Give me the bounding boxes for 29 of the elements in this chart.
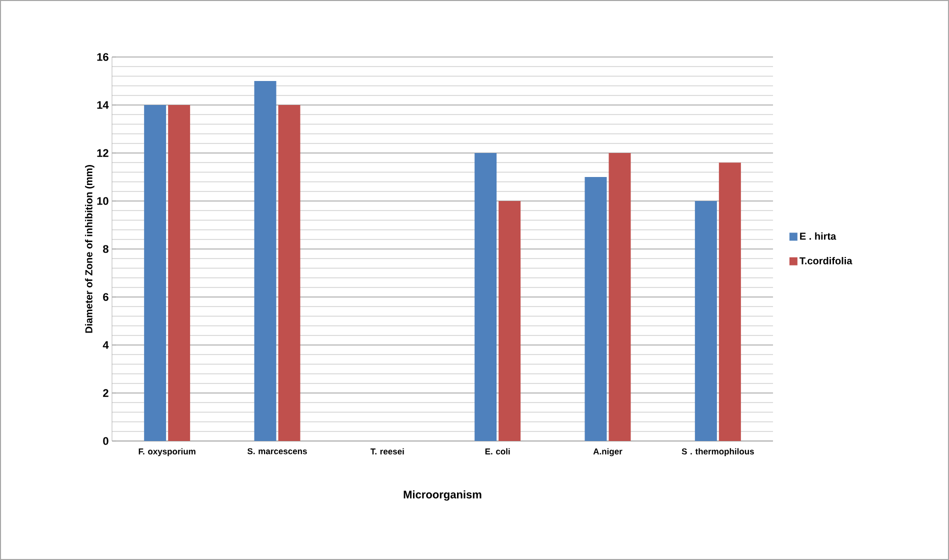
bar (694, 201, 717, 441)
x-tick-label: E. coli (485, 448, 510, 454)
bar (144, 104, 166, 441)
x-axis-title: Microorganism (404, 490, 482, 501)
bar (168, 104, 190, 441)
legend-label: T.cordifolia (800, 257, 852, 264)
x-tick-label: S . thermophilous (682, 448, 754, 456)
legend-label: E . hirta (800, 232, 836, 240)
bar (498, 201, 521, 441)
bar (608, 152, 631, 441)
bar (718, 162, 741, 441)
y-tick-label: 4 (102, 341, 109, 349)
y-tick-label: 10 (97, 197, 108, 205)
x-tick-label: A.niger (593, 448, 622, 456)
x-tick-label: T. reesei (370, 448, 404, 454)
y-tick-label: 8 (103, 245, 108, 253)
y-tick-label: 16 (97, 53, 108, 61)
y-tick-label: 0 (103, 437, 108, 445)
y-axis-title: Diameter of Zone of inhibition (mm) (85, 165, 94, 333)
x-tick-label: S. marcescens (248, 448, 307, 454)
y-tick-label: 6 (103, 293, 108, 301)
bar (474, 152, 497, 441)
bar (278, 104, 300, 441)
x-tick-label: F. oxysporium (138, 448, 196, 456)
bar (254, 81, 276, 441)
y-tick-label: 14 (97, 101, 109, 109)
y-tick-label: 12 (97, 149, 108, 157)
bar (584, 176, 607, 441)
y-tick-label: 2 (103, 389, 108, 397)
